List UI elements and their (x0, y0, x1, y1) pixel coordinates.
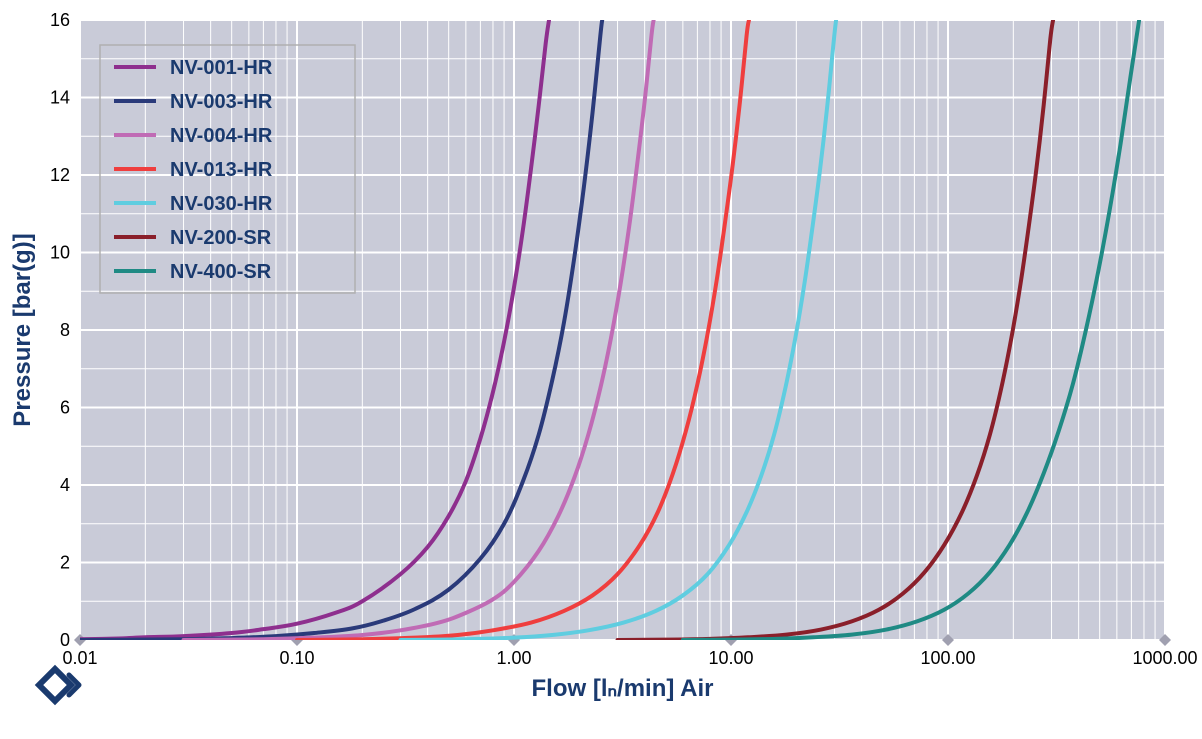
y-tick-label: 12 (50, 165, 70, 185)
y-tick-label: 8 (60, 320, 70, 340)
legend-label: NV-004-HR (170, 125, 273, 147)
y-tick-label: 0 (60, 630, 70, 650)
x-tick-label: 1000.00 (1132, 648, 1197, 668)
y-tick-label: 14 (50, 88, 70, 108)
y-axis-title: Pressure [bar(g)] (9, 233, 36, 426)
legend-label: NV-013-HR (170, 159, 273, 181)
x-tick-label: 1.00 (496, 648, 531, 668)
chart-container: 0 2 4 6 8 10 12 14 16 0.01 0.10 1.00 10.00 100.00 1000… (0, 0, 1202, 739)
y-tick-label: 16 (50, 10, 70, 30)
legend-label: NV-400-SR (170, 261, 272, 283)
chart-svg: 0 2 4 6 8 10 12 14 16 0.01 0.10 1.00 10.00 100.00 1000… (0, 0, 1202, 739)
y-tick-label: 4 (60, 475, 70, 495)
x-tick-label: 0.01 (62, 648, 97, 668)
y-tick-label: 2 (60, 553, 70, 573)
legend-label: NV-003-HR (170, 91, 273, 113)
x-axis-title: Flow [lₙ/min] Air (532, 675, 714, 702)
logo-diamond-icon (39, 669, 71, 701)
x-tick-label: 100.00 (920, 648, 975, 668)
legend-label: NV-030-HR (170, 193, 273, 215)
x-tick-label: 0.10 (279, 648, 314, 668)
y-tick-label: 10 (50, 243, 70, 263)
y-tick-label: 6 (60, 398, 70, 418)
legend-label: NV-001-HR (170, 57, 273, 79)
x-tick-label: 10.00 (708, 648, 753, 668)
legend-label: NV-200-SR (170, 227, 272, 249)
